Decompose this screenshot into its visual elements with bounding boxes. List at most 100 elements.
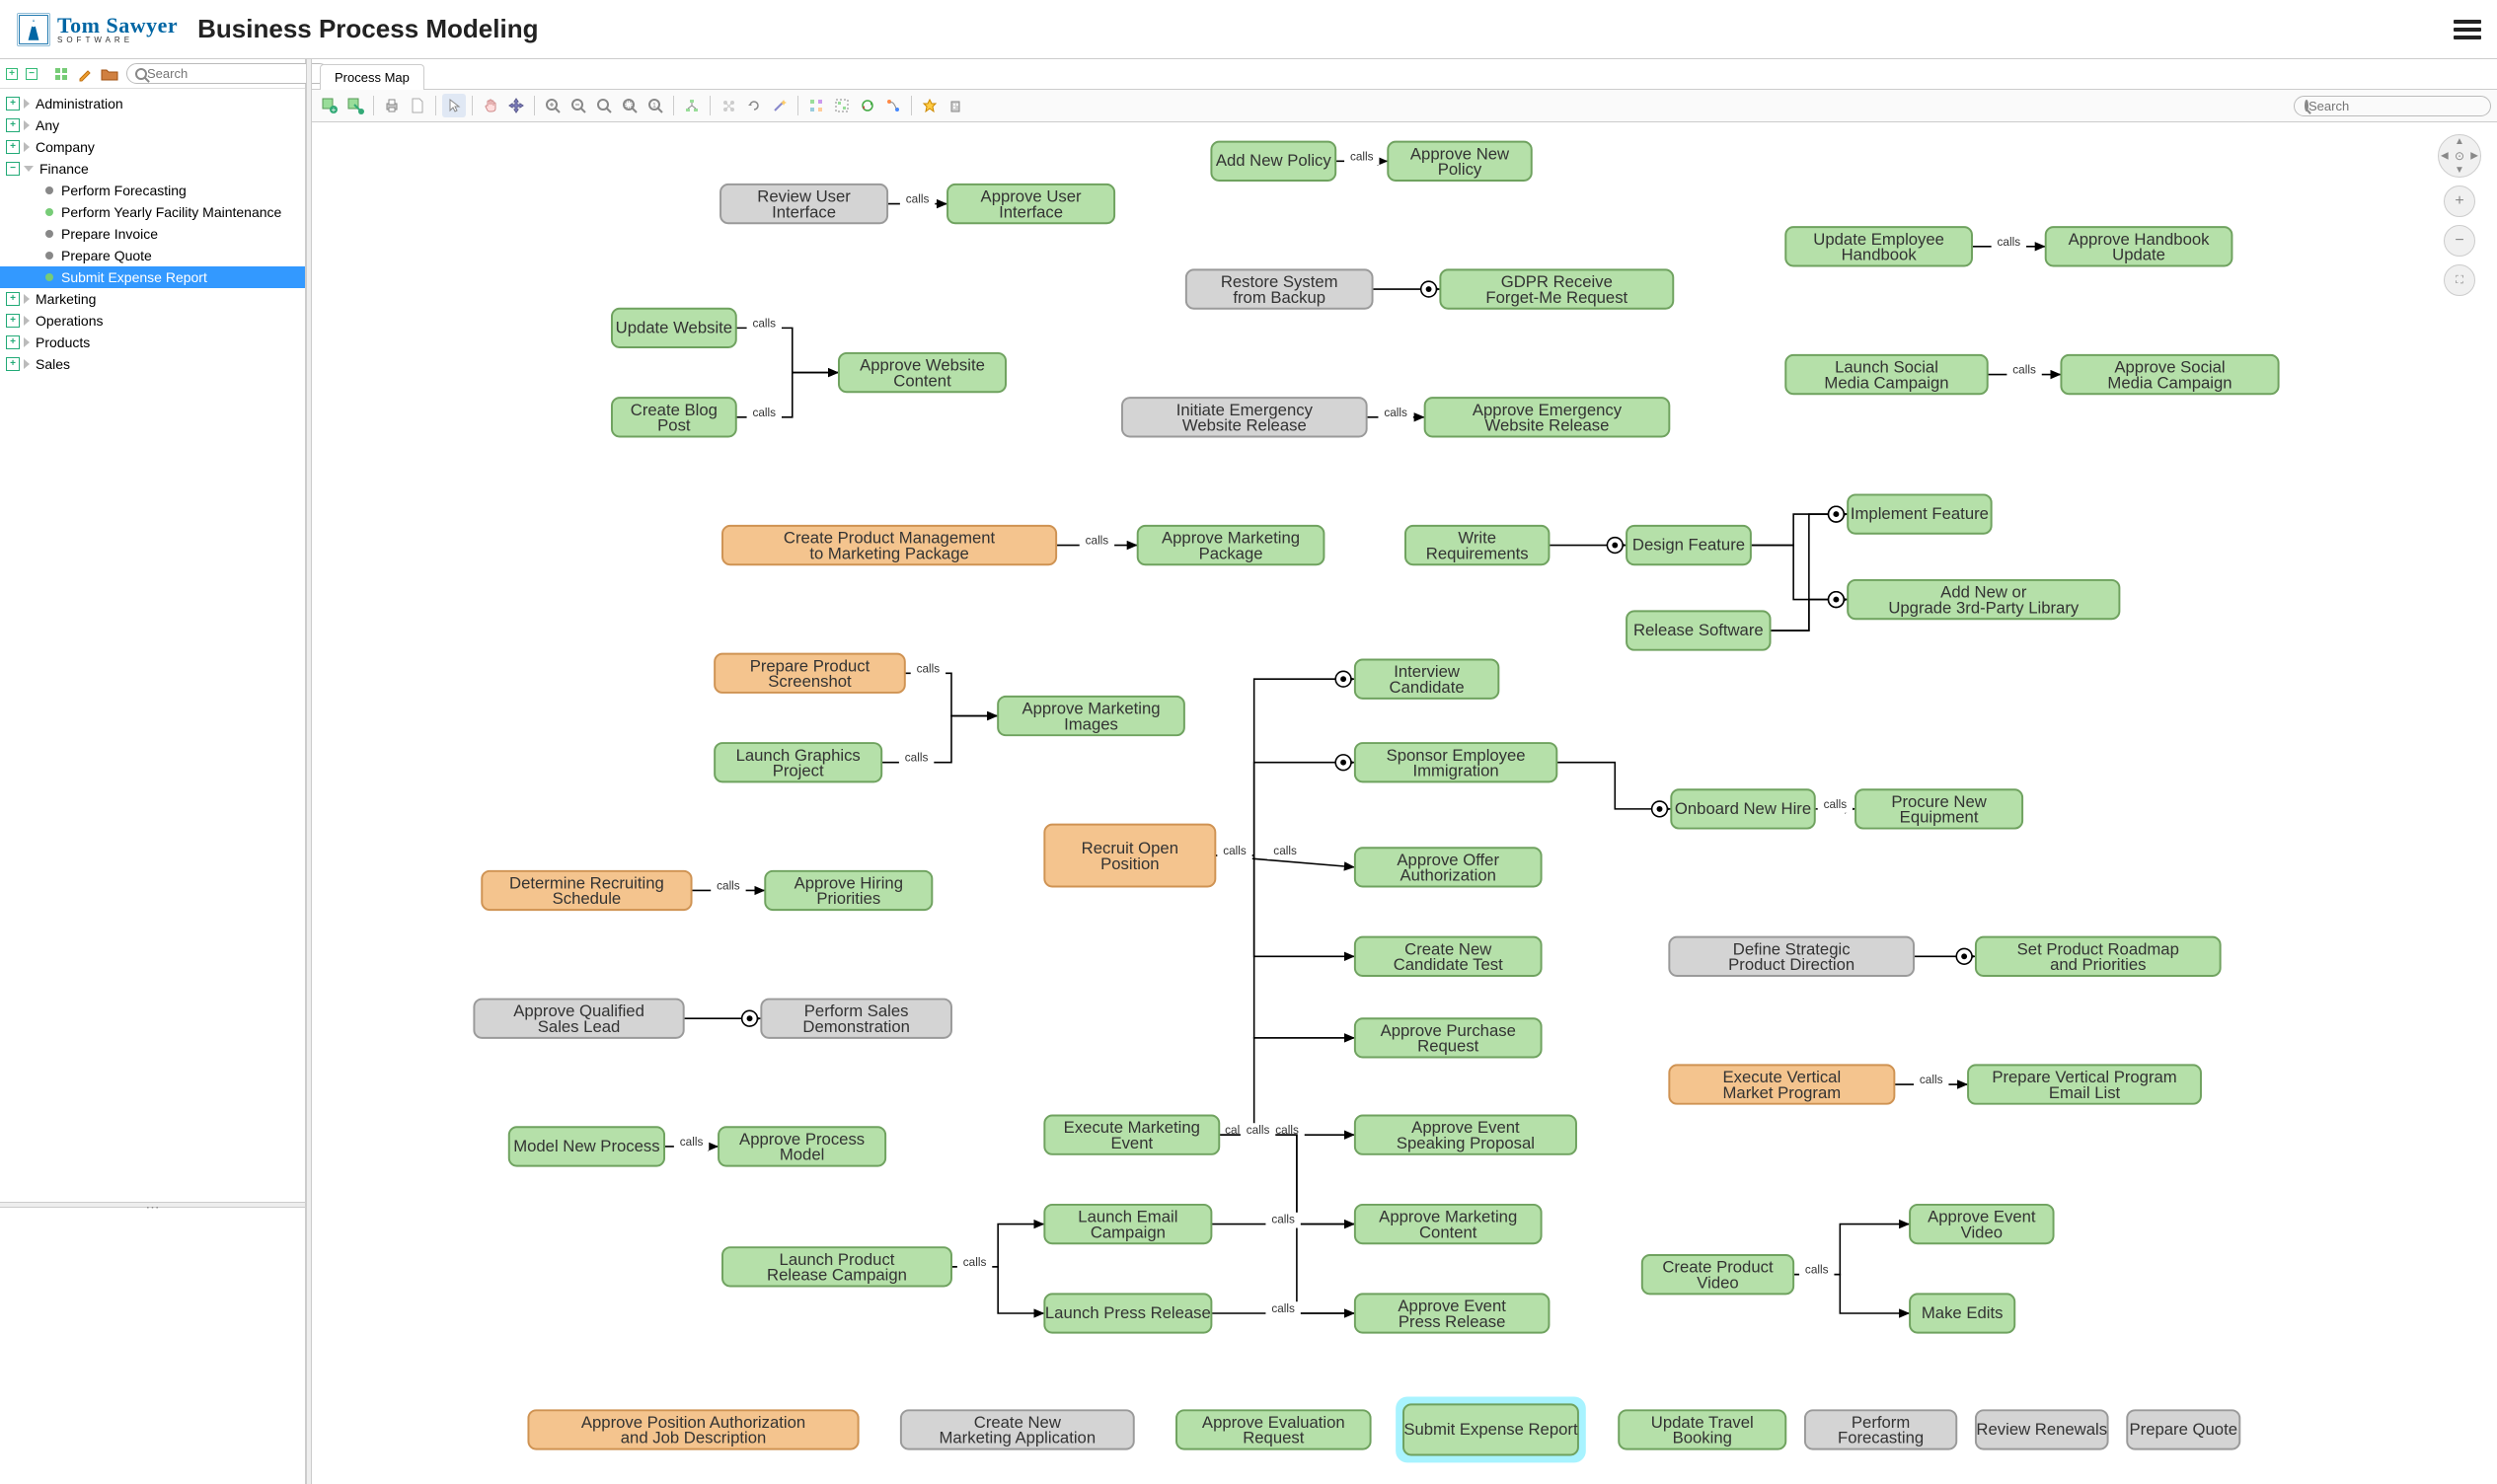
diagram-node[interactable]: Implement Feature [1848,494,1991,533]
canvas-search-input[interactable] [2308,99,2482,113]
diagram-edge[interactable] [1215,855,1355,956]
building-icon[interactable] [944,94,967,117]
zoom-in-icon[interactable] [541,94,565,117]
auto-layout-icon[interactable] [717,94,740,117]
diagram-node[interactable]: Create NewMarketing Application [901,1410,1134,1448]
tree-item[interactable]: Marketing [0,288,305,310]
diagram-node[interactable]: Approve EventSpeaking Proposal [1355,1115,1576,1153]
collapse-all-button[interactable]: − [26,65,38,83]
diagram-node[interactable]: Approve MarketingImages [998,697,1184,735]
zoom-fit-icon[interactable] [592,94,616,117]
canvas-search[interactable] [2294,96,2491,116]
diagram-node[interactable]: Determine RecruitingSchedule [482,871,691,910]
tree-item[interactable]: Prepare Invoice [0,223,305,245]
expand-icon[interactable] [6,97,20,111]
diagram-node[interactable]: Set Product Roadmapand Priorities [1976,937,2221,976]
diagram-node[interactable]: Approve HandbookUpdate [2046,227,2232,265]
edit-icon[interactable] [77,65,93,83]
diagram-node[interactable]: GDPR ReceiveForget-Me Request [1440,269,1673,308]
diagram-node[interactable]: Approve EmergencyWebsite Release [1425,398,1670,436]
tree-item[interactable]: Administration [0,93,305,114]
expand-icon[interactable] [6,357,20,371]
diagram-node[interactable]: Restore Systemfrom Backup [1186,269,1373,308]
sidebar-h-splitter[interactable] [0,1202,305,1208]
tree-item[interactable]: Finance [0,158,305,180]
diagram-node[interactable]: Prepare Quote [2127,1410,2239,1448]
diagram-edge[interactable] [1793,1275,1910,1313]
diagram-node[interactable]: Define StrategicProduct Direction [1669,937,1914,976]
menu-icon[interactable] [2454,16,2481,43]
zoom-out-icon[interactable] [567,94,590,117]
diagram-node[interactable]: InterviewCandidate [1355,660,1498,699]
diagram-node[interactable]: Update TravelBooking [1619,1410,1785,1448]
diagram-node[interactable]: Create BlogPost [612,398,736,436]
group-icon[interactable] [830,94,854,117]
tree-item[interactable]: Any [0,114,305,136]
diagram-edge[interactable] [1556,763,1671,809]
diagram-node[interactable]: Approve OfferAuthorization [1355,848,1542,886]
expand-icon[interactable] [6,335,20,349]
expand-icon[interactable] [6,118,20,132]
hand-icon[interactable] [479,94,502,117]
diagram-edge[interactable] [905,673,998,715]
diagram-node[interactable]: Approve WebsiteContent [839,353,1006,392]
diagram-node[interactable]: Approve NewPolicy [1388,142,1531,181]
folder-icon[interactable] [101,65,118,83]
diagram-node[interactable]: Submit Expense Report [1396,1397,1586,1463]
diagram-node[interactable]: Make Edits [1910,1294,2014,1332]
grid-icon[interactable] [804,94,828,117]
diagram-node[interactable]: Create ProductVideo [1642,1255,1793,1294]
diagram-edge[interactable] [1219,1135,1355,1224]
star-icon[interactable] [918,94,942,117]
diagram-node[interactable]: Prepare Vertical ProgramEmail List [1968,1065,2201,1103]
tree-item[interactable]: Company [0,136,305,158]
diagram-edge[interactable] [1215,855,1355,1038]
collapse-icon[interactable] [6,162,20,176]
diagram-node[interactable]: Recruit OpenPosition [1044,825,1215,887]
expand-icon[interactable] [6,140,20,154]
diagram-edge[interactable] [736,328,839,372]
diagram-node[interactable]: Approve EvaluationRequest [1176,1410,1371,1448]
diagram-node[interactable]: Prepare ProductScreenshot [715,654,905,693]
diagram-node[interactable]: Approve PurchaseRequest [1355,1018,1542,1057]
tree-item[interactable]: Submit Expense Report [0,266,305,288]
tree-item[interactable]: Operations [0,310,305,332]
print-icon[interactable] [380,94,404,117]
zoom-reset-icon[interactable]: 1 [643,94,667,117]
wand-icon[interactable] [768,94,792,117]
fullscreen-button[interactable]: ⛶ [2444,264,2475,296]
diagram-node[interactable]: Approve UserInterface [947,185,1114,223]
tree-item[interactable]: Prepare Quote [0,245,305,266]
diagram-node[interactable]: Initiate EmergencyWebsite Release [1122,398,1367,436]
diagram-node[interactable]: Onboard New Hire [1671,789,1814,828]
tree-item[interactable]: Sales [0,353,305,375]
layout-icon[interactable] [53,65,69,83]
diagram-edge[interactable] [1219,1038,1355,1135]
diagram-edge[interactable] [1751,546,1848,600]
diagram-node[interactable]: Design Feature [1627,526,1751,564]
diagram-node[interactable]: Approve EventPress Release [1355,1294,1550,1332]
diagram-node[interactable]: Update EmployeeHandbook [1785,227,1972,265]
pan-control[interactable]: ▲▼◀▶⊙ [2438,134,2481,178]
diagram-node[interactable]: WriteRequirements [1405,526,1549,564]
diagram-node[interactable]: Approve Position Authorizationand Job De… [528,1410,858,1448]
page-icon[interactable] [406,94,429,117]
tree-item[interactable]: Products [0,332,305,353]
diagram-node[interactable]: Approve QualifiedSales Lead [474,1000,683,1038]
add-edge-icon[interactable] [343,94,367,117]
diagram-node[interactable]: Launch SocialMedia Campaign [1785,355,1987,394]
expand-icon[interactable] [6,314,20,328]
tab-process-map[interactable]: Process Map [320,64,424,90]
cycle-icon[interactable] [856,94,879,117]
diagram-node[interactable]: PerformForecasting [1805,1410,1956,1448]
diagram-node[interactable]: Add New Policy [1211,142,1335,181]
diagram-node[interactable]: Model New Process [509,1127,664,1165]
diagram-node[interactable]: Approve MarketingPackage [1138,526,1324,564]
layout-hier-icon[interactable] [680,94,704,117]
refresh-icon[interactable] [742,94,766,117]
diagram-node[interactable]: Release Software [1627,611,1770,649]
sidebar-search[interactable] [126,63,330,84]
diagram-node[interactable]: Sponsor EmployeeImmigration [1355,743,1556,781]
sidebar-search-input[interactable] [147,66,321,81]
zoom-out-button[interactable]: − [2444,225,2475,257]
